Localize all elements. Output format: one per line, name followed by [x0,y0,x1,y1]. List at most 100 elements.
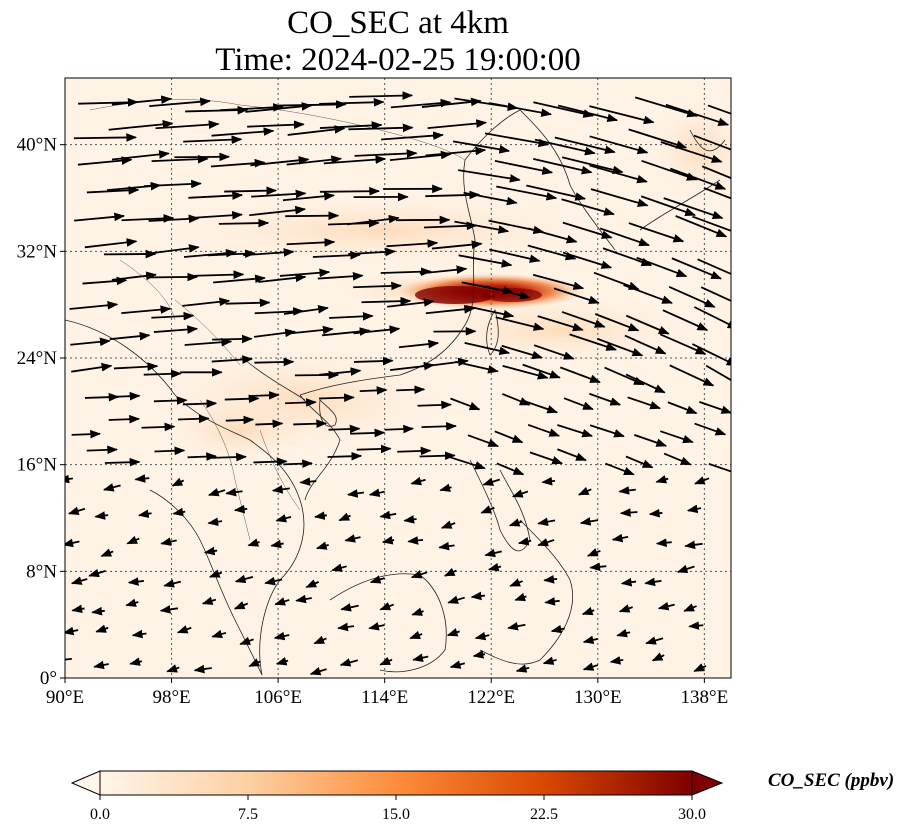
wind-arrow [182,297,231,307]
wind-arrow [529,451,563,465]
wind-arrow [599,227,650,247]
wind-arrow [176,625,192,634]
wind-arrow [688,621,704,630]
lat-tick-label: 0° [40,668,57,689]
wind-arrow [562,251,613,269]
wind-arrow [665,103,730,126]
wind-arrow [350,428,386,438]
wind-arrow [354,149,418,158]
wind-arrow [694,422,727,436]
wind-arrow [569,333,618,351]
wind-arrow [537,517,556,526]
wind-arrow [151,311,195,321]
wind-arrow [427,119,488,129]
wind-arrow [589,105,655,125]
wind-arrow [634,434,668,447]
wind-arrow [515,664,530,673]
wind-arrow [315,541,329,550]
wind-arrow [553,287,600,305]
wind-arrow [683,603,697,612]
lon-tick-label: 138°E [681,687,729,708]
wind-arrow [634,96,698,118]
wind-arrow [327,451,363,461]
wind-arrow [88,568,106,578]
wind-arrow [648,508,663,518]
wind-arrow [369,575,385,584]
wind-arrow [470,591,486,601]
wind-arrow [449,456,486,470]
wind-arrow [561,156,624,175]
colorbar-extend-high [691,770,724,796]
lon-tick-label: 98°E [152,687,190,708]
wind-arrow [160,537,177,546]
wind-arrow [494,430,524,444]
wind-arrow [356,444,392,454]
wind-arrow [322,327,371,337]
wind-arrow [694,476,710,485]
wind-arrow [509,578,523,587]
wind-arrow [425,146,487,157]
wind-arrow [425,305,476,315]
wind-arrow [465,305,515,319]
colorbar-tick-label: 7.5 [238,806,258,823]
wind-arrow [582,662,599,671]
wind-arrow [502,364,549,380]
wind-arrow [275,514,292,523]
wind-arrow [289,325,334,335]
wind-arrow [577,486,592,496]
wind-arrow [527,244,577,261]
wind-arrow [708,463,731,476]
wind-arrow [543,574,558,584]
wind-arrow [159,605,179,614]
wind-arrow [671,257,722,280]
wind-arrow [645,636,664,645]
wind-arrow [319,186,381,196]
wind-arrow [700,286,731,302]
wind-arrow [184,337,233,347]
wind-arrow [533,344,575,360]
wind-arrow [667,401,698,415]
wind-arrow [108,414,141,424]
wind-arrow [233,504,248,514]
wind-arrow [151,154,209,164]
wind-arrow [270,539,284,549]
wind-arrow [407,536,424,545]
wind-arrow [410,570,428,579]
wind-arrow [218,218,270,228]
map-subtitle-time: Time: 2024-02-25 19:00:00 [215,42,581,78]
wind-arrow [153,396,188,405]
wind-arrow [486,285,531,300]
wind-arrow [379,602,394,611]
wind-arrow [705,364,731,382]
wind-arrow [121,305,172,315]
colorbar-tick-label: 22.5 [530,806,558,823]
wind-arrow [285,211,340,221]
wind-arrow [319,121,383,130]
wind-arrow [489,248,541,263]
wind-arrow [620,577,637,587]
wind-arrow [616,628,631,638]
wind-arrow [153,325,199,334]
wind-arrow [295,594,312,604]
wind-arrow [514,592,527,602]
wind-arrow [287,125,346,136]
lon-tick-label: 90°E [46,687,84,708]
lat-tick-label: 40°N [17,135,58,156]
wind-arrow [108,120,174,131]
wind-arrow [684,540,703,550]
wind-arrow [354,356,394,366]
wind-arrow [410,476,426,486]
wind-arrow [70,576,88,585]
wind-arrow [458,254,513,268]
wind-arrow [384,424,415,434]
wind-arrow [207,249,256,259]
wind-arrow [188,210,243,220]
wind-arrow [609,656,624,665]
wind-arrow [193,664,212,674]
wind-arrow [275,657,289,666]
wind-arrow [313,511,328,520]
wind-arrow [641,159,698,181]
wind-arrow [464,341,511,356]
wind-arrow [439,483,452,492]
